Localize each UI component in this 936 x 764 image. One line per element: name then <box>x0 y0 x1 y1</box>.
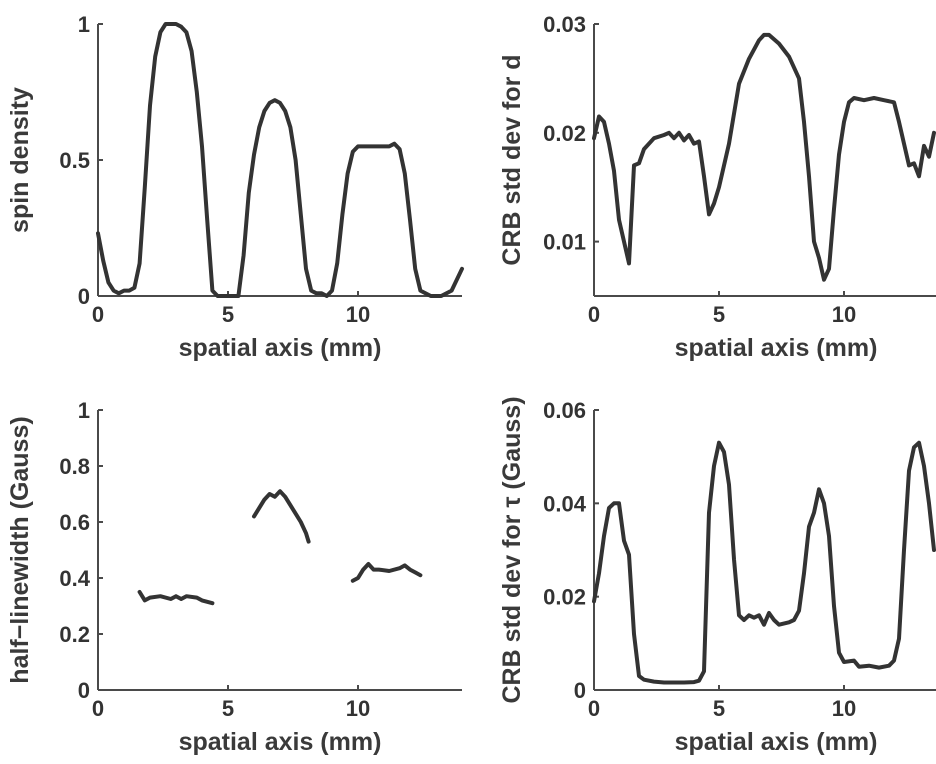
y-tick-label: 1 <box>78 12 90 37</box>
chart-crb-tau: 0 5 10 0 0.02 0.04 0.06 spatial axis (mm) CRB st… <box>498 396 936 756</box>
y-axis-label: spin density <box>6 87 34 233</box>
chart-spin-density: 0 5 10 0 0.5 1 spatial axis (mm) spin density <box>6 12 464 362</box>
series-line <box>96 22 464 298</box>
series-line <box>137 590 215 606</box>
y-tick-label: 1 <box>78 398 90 423</box>
x-tick-label: 10 <box>346 302 370 327</box>
chart-crb-d: 0 5 10 0.01 0.02 0.03 spatial axis (mm) CRB std… <box>498 12 936 362</box>
y-tick-label: 0 <box>78 678 90 703</box>
x-tick-label: 5 <box>713 302 725 327</box>
x-tick-label: 10 <box>832 696 856 721</box>
x-tick-label: 0 <box>588 696 600 721</box>
x-axis-label: spatial axis (mm) <box>675 334 878 362</box>
x-tick-label: 0 <box>92 302 104 327</box>
y-axis-label: CRB std dev for τ (Gauss) <box>498 396 526 703</box>
x-tick-label: 0 <box>92 696 104 721</box>
x-axis-label: spatial axis (mm) <box>179 334 382 362</box>
y-tick-label: 0.8 <box>59 454 90 479</box>
y-tick-label: 0.06 <box>543 398 586 423</box>
series-line <box>592 32 936 282</box>
series-line <box>252 489 311 544</box>
y-axis-label: half−linewidth (Gauss) <box>6 416 34 683</box>
y-tick-label: 0.5 <box>59 148 90 173</box>
y-tick-label: 0.6 <box>59 510 90 535</box>
y-tick-label: 0.04 <box>543 491 587 516</box>
y-tick-label: 0.02 <box>543 121 586 146</box>
y-tick-label: 0.03 <box>543 12 586 37</box>
x-axis-label: spatial axis (mm) <box>179 728 382 756</box>
y-tick-label: 0.2 <box>59 622 90 647</box>
chart-half-linewidth: 0 5 10 0 0.2 0.4 0.6 0.8 1 spatial axis (mm) half−… <box>6 398 462 756</box>
x-tick-label: 5 <box>713 696 725 721</box>
x-tick-label: 5 <box>222 302 234 327</box>
x-tick-label: 10 <box>346 696 370 721</box>
series-line <box>350 562 423 583</box>
series-line <box>592 440 936 685</box>
x-axis-label: spatial axis (mm) <box>675 728 878 756</box>
y-tick-label: 0.02 <box>543 585 586 610</box>
y-tick-label: 0.4 <box>59 566 90 591</box>
y-axis-label: CRB std dev for d <box>498 54 526 265</box>
y-tick-label: 0 <box>78 284 90 309</box>
x-tick-label: 5 <box>222 696 234 721</box>
x-tick-label: 10 <box>832 302 856 327</box>
y-tick-label: 0 <box>574 678 586 703</box>
y-tick-label: 0.01 <box>543 230 586 255</box>
x-tick-label: 0 <box>588 302 600 327</box>
